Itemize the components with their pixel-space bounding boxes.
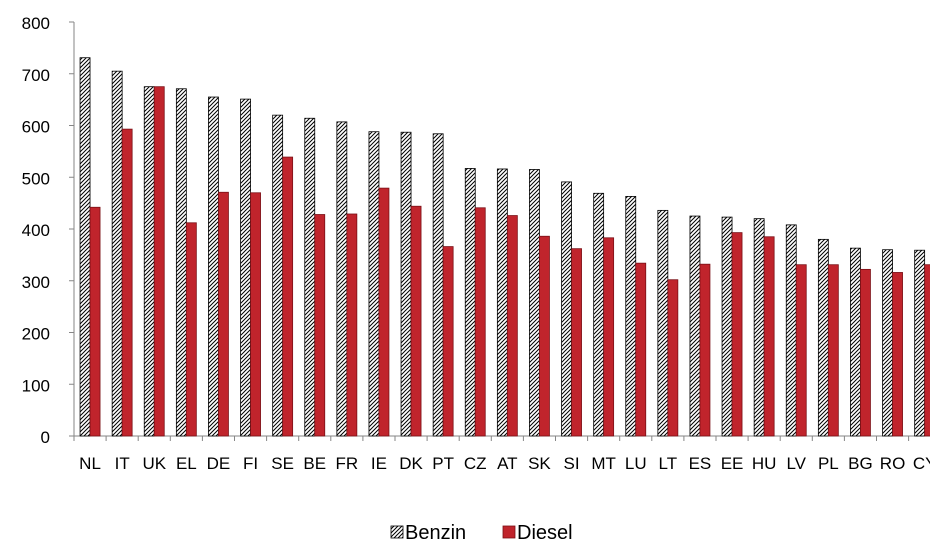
bar-diesel-lt	[667, 279, 679, 437]
x-tick-label: LT	[659, 454, 678, 473]
x-tick-label: BE	[303, 454, 326, 473]
bar-benzin-cz	[464, 168, 476, 437]
bar-benzin-el	[175, 88, 187, 437]
x-tick-labels: NL IT UK EL DE FI SE BE FR IE DK PT CZ AT SK SI MT LU LT ES…	[79, 454, 930, 473]
bar-benzin-ie	[368, 131, 380, 437]
bar-benzin-fi	[240, 98, 251, 437]
x-tick-label: LV	[786, 454, 806, 473]
bar-benzin-fr	[336, 121, 348, 437]
x-tick-label: SE	[271, 454, 294, 473]
bar-benzin-ro	[882, 249, 893, 437]
bar-diesel-fr	[346, 213, 358, 437]
bar-diesel-de	[218, 191, 229, 437]
x-tick-label: PL	[818, 454, 839, 473]
bar-benzin-cy	[914, 249, 926, 437]
bar-benzin-bg	[850, 247, 861, 437]
bar-benzin-uk	[143, 86, 155, 437]
x-tick-label: SI	[564, 454, 580, 473]
bar-benzin-si	[561, 181, 572, 437]
x-tick-label: NL	[79, 454, 101, 473]
bar-diesel-se	[282, 156, 294, 437]
x-tick-label: EL	[176, 454, 197, 473]
bar-diesel-cz	[474, 207, 486, 437]
legend: Benzin Diesel	[390, 522, 573, 544]
bar-benzin-dk	[400, 131, 412, 437]
bar-diesel-lu	[635, 262, 647, 437]
bar-benzin-be	[304, 117, 316, 437]
bar-benzin-pt	[432, 133, 444, 437]
x-tick-label: CZ	[464, 454, 487, 473]
x-tick-label: RO	[880, 454, 906, 473]
bar-benzin-nl	[79, 57, 91, 437]
bar-diesel-be	[314, 214, 326, 437]
bar-diesel-lv	[795, 264, 807, 437]
x-tick-label: FR	[336, 454, 359, 473]
y-tick-label: 100	[22, 376, 50, 395]
x-tick-label: CY	[913, 454, 930, 473]
bar-diesel-si	[571, 248, 582, 437]
x-tick-label: SK	[528, 454, 551, 473]
bar-diesel-es	[699, 263, 711, 437]
y-tick-label: 600	[22, 118, 50, 137]
y-tick-label: 300	[22, 273, 50, 292]
x-tick-label: UK	[142, 454, 166, 473]
bar-diesel-nl	[89, 206, 101, 437]
bar-benzin-lv	[785, 224, 797, 437]
x-tick-label: HU	[752, 454, 777, 473]
bar-benzin-es	[689, 215, 701, 437]
bar-benzin-sk	[529, 169, 540, 437]
bar-diesel-mt	[603, 237, 615, 437]
x-tick-label: IT	[115, 454, 130, 473]
bar-benzin-at	[496, 168, 508, 437]
bar-diesel-pl	[827, 264, 839, 437]
x-tick-label: MT	[591, 454, 616, 473]
bar-diesel-cy	[924, 264, 930, 437]
bar-benzin-lt	[657, 209, 669, 437]
legend-label-diesel: Diesel	[517, 522, 573, 544]
x-tick-label: AT	[497, 454, 517, 473]
bar-diesel-fi	[250, 192, 261, 437]
bar-diesel-ro	[892, 272, 903, 437]
bar-benzin-hu	[753, 218, 765, 437]
bar-diesel-at	[506, 215, 518, 437]
bar-benzin-se	[272, 114, 284, 437]
bar-benzin-mt	[593, 192, 605, 437]
bar-diesel-bg	[860, 268, 871, 437]
y-tick-label: 800	[22, 14, 50, 33]
bar-diesel-hu	[763, 236, 775, 437]
bar-diesel-ee	[731, 232, 743, 437]
bar-diesel-it	[121, 128, 133, 437]
x-tick-label: FI	[243, 454, 258, 473]
bar-diesel-pt	[442, 246, 454, 437]
legend-swatch-diesel	[502, 525, 516, 539]
legend-label-benzin: Benzin	[405, 522, 466, 544]
bar-benzin-it	[111, 70, 123, 437]
bar-diesel-dk	[410, 205, 422, 437]
bar-diesel-uk	[153, 86, 165, 437]
x-tick-label: LU	[625, 454, 647, 473]
bar-diesel-ie	[378, 187, 390, 437]
x-tick-label: ES	[689, 454, 712, 473]
y-tick-labels: 0 100 200 300 400 500 600 700 800	[22, 14, 50, 447]
x-tick-label: DE	[207, 454, 231, 473]
bar-benzin-pl	[817, 238, 829, 437]
bar-benzin-lu	[625, 195, 637, 437]
bar-diesel-sk	[539, 235, 550, 437]
bar-benzin-ee	[721, 216, 733, 437]
x-tick-label: IE	[371, 454, 387, 473]
y-tick-label: 400	[22, 221, 50, 240]
y-tick-label: 0	[41, 428, 50, 447]
y-tick-label: 500	[22, 169, 50, 188]
bars	[79, 57, 930, 437]
bar-diesel-el	[185, 222, 197, 437]
y-tick-label: 200	[22, 325, 50, 344]
x-tick-label: PT	[432, 454, 454, 473]
x-tick-label: EE	[721, 454, 744, 473]
x-tick-label: DK	[399, 454, 423, 473]
y-tick-label: 700	[22, 66, 50, 85]
legend-swatch-benzin	[390, 525, 404, 539]
bar-benzin-de	[208, 96, 219, 437]
x-tick-label: BG	[848, 454, 873, 473]
